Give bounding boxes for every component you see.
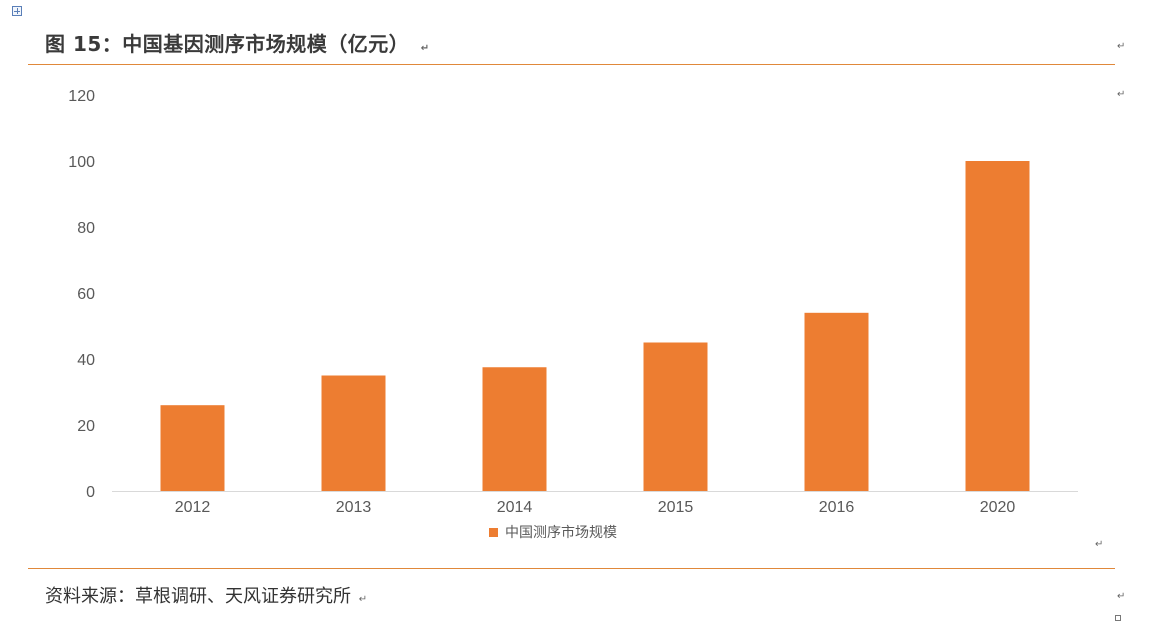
x-tick-label: 2015: [658, 499, 694, 516]
legend: 中国测序市场规模: [489, 524, 617, 541]
bars-group: [160, 161, 1030, 491]
x-tick-label: 2014: [497, 499, 533, 516]
bar-2020: [965, 161, 1030, 491]
table-move-handle-icon[interactable]: [12, 6, 22, 16]
y-tick-label: 100: [68, 154, 95, 171]
x-tick-label: 2012: [175, 499, 211, 516]
y-tick-label: 80: [77, 220, 95, 237]
top-rule: [28, 64, 1115, 65]
x-tick-label: 2013: [336, 499, 372, 516]
paragraph-mark-icon: ↵: [1117, 89, 1126, 100]
legend-label: 中国测序市场规模: [505, 524, 617, 541]
y-tick-label: 60: [77, 286, 95, 303]
paragraph-mark-icon: ↵: [420, 43, 430, 54]
paragraph-mark-icon: ↵: [1117, 591, 1126, 602]
y-tick-label: 120: [68, 88, 95, 105]
y-tick-label: 40: [77, 352, 95, 369]
x-tick-label: 2016: [819, 499, 855, 516]
source-note: 资料来源：草根调研、天风证券研究所 ↵: [45, 582, 367, 608]
bar-2013: [321, 375, 386, 491]
bar-2012: [160, 405, 225, 491]
source-text: 资料来源：草根调研、天风证券研究所: [45, 586, 351, 607]
figure-title-text: 图 15：中国基因测序市场规模（亿元）: [45, 32, 410, 56]
figure-title: 图 15：中国基因测序市场规模（亿元） ↵: [45, 28, 430, 57]
bar-2016: [804, 312, 869, 491]
end-of-cell-marker-icon: [1115, 615, 1121, 621]
bottom-rule: [28, 568, 1115, 569]
x-tick-label: 2020: [980, 499, 1016, 516]
bar-2014: [482, 367, 547, 491]
bar-2015: [643, 342, 708, 491]
y-axis: 0 20 40 60 80 100 120: [68, 88, 95, 501]
paragraph-mark-icon: ↵: [358, 594, 368, 605]
paragraph-mark-icon: ↵: [1095, 539, 1104, 550]
x-axis: 2012 2013 2014 2015 2016 2020: [175, 499, 1016, 516]
paragraph-mark-icon: ↵: [1117, 41, 1126, 52]
legend-swatch: [489, 528, 498, 537]
y-tick-label: 20: [77, 418, 95, 435]
y-tick-label: 0: [86, 484, 95, 501]
